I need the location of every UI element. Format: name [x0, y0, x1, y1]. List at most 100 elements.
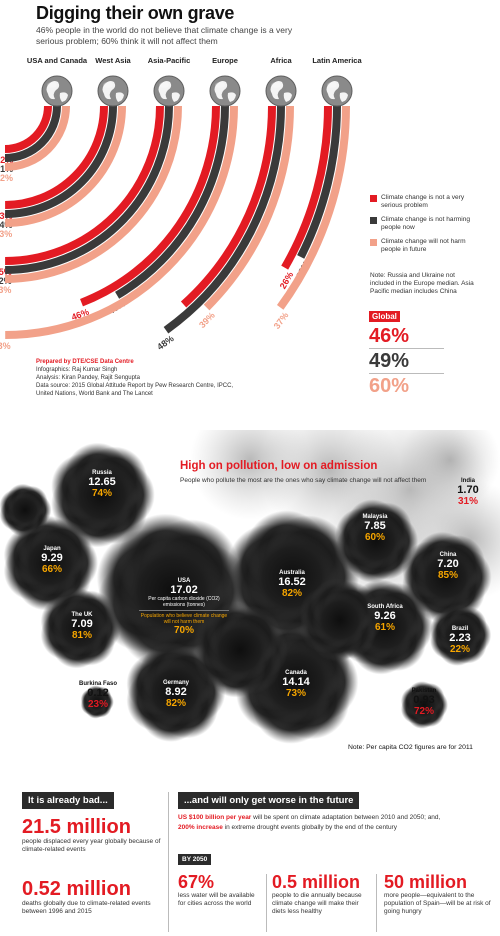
country-name: USA — [177, 578, 191, 584]
smoke-core — [141, 658, 209, 726]
cloud-label-japan: Japan 9.29 66% — [22, 546, 82, 576]
arc-bar — [5, 105, 126, 227]
co2-value: 17.02 — [170, 584, 198, 596]
divider — [376, 874, 377, 932]
legend: Climate change is not a very serious pro… — [370, 194, 480, 260]
continent-shape — [59, 92, 68, 102]
cloud-label-the-uk: The UK 7.09 81% — [52, 612, 112, 642]
arc-value-label: 72% — [0, 173, 13, 183]
credits-line: Data source: 2015 Global Attitude Report… — [36, 383, 234, 397]
pollution-note: Note: Per capita CO2 figures are for 201… — [348, 744, 473, 751]
smoke-core — [348, 513, 404, 569]
legend-swatch-dark — [370, 217, 377, 224]
haze-puff — [190, 430, 310, 520]
globe-icon — [97, 75, 129, 107]
continent-shape — [283, 92, 292, 102]
smoke-core — [52, 600, 108, 656]
region-label: West Asia — [95, 56, 131, 65]
pct-value: 82% — [281, 588, 302, 599]
country-name: The UK — [71, 612, 93, 618]
smoke-core — [85, 690, 109, 714]
arc-bar — [163, 105, 285, 334]
globe-icon — [321, 75, 353, 107]
smoke-clouds — [0, 430, 500, 744]
continent-shape — [171, 92, 180, 102]
global-label: Global — [369, 311, 400, 322]
stat-text: deaths globally due to climate-related e… — [22, 900, 151, 916]
legend-swatch-red — [370, 195, 377, 202]
smoke-core — [439, 614, 481, 656]
smoke-core — [208, 618, 272, 682]
globe-icon — [209, 75, 241, 107]
arc-value-label: 37% — [272, 310, 291, 330]
country-name: India — [460, 478, 475, 484]
pollution-subtitle: People who pollute the most are the ones… — [180, 477, 427, 484]
globe-highlight — [159, 82, 169, 88]
cloud-label-germany: Germany 8.92 82% — [146, 680, 206, 710]
arc-bar — [281, 105, 332, 270]
highlight: 200% increase — [178, 824, 223, 831]
country-name: Brazil — [451, 626, 469, 632]
globe-highlight — [271, 82, 281, 88]
cloud-label-malaysia: Malaysia 7.85 60% — [345, 514, 405, 544]
co2-value: 0.93 — [413, 694, 435, 706]
global-value-not-harm-future: 60% — [369, 375, 410, 397]
legend-item-not-harming-now: Climate change is not harming people now — [370, 216, 480, 232]
arc-bar — [297, 105, 341, 259]
pct-value: 74% — [91, 488, 112, 499]
arc-chart: USA and Canada52%51%72%West Asia63%74%73… — [0, 56, 362, 352]
stat-text: more people—equivalent to the population… — [384, 892, 491, 916]
country-name: Germany — [162, 680, 189, 686]
pollution-title: High on pollution, low on admission — [180, 460, 378, 472]
cloud-label-pakistan: Pakistan 0.93 72% — [394, 688, 454, 718]
cloud-label-russia: Russia 12.65 74% — [72, 470, 132, 500]
stat-value: 21.5 million — [22, 816, 131, 838]
credits: Prepared by DTE/CSE Data Centre Infograp… — [36, 358, 236, 398]
legend-item-not-harm-future: Climate change will not harm people in f… — [370, 238, 480, 254]
pct-value: 70% — [173, 625, 194, 636]
future-line-b: 200% increase in extreme drought events … — [178, 824, 478, 832]
pct-value: 22% — [449, 644, 470, 655]
co2-value: 2.23 — [449, 632, 471, 644]
smoke-core — [7, 492, 43, 528]
stat-water: 67% less water will be available for cit… — [178, 872, 258, 908]
smoke-core — [312, 592, 368, 648]
arc-value-label: 73% — [0, 341, 11, 351]
stat-diet-deaths: 0.5 million people to die annually becau… — [272, 872, 372, 917]
arc-bar — [5, 105, 182, 283]
country-name: Russia — [92, 470, 112, 476]
cloud-label-canada: Canada 14.14 73% — [266, 670, 326, 700]
globe-highlight — [103, 82, 113, 88]
credits-line: Infographics: Raj Kumar Singh — [36, 367, 118, 373]
arc-value-label: 63% — [0, 285, 11, 295]
globe-icon — [265, 75, 297, 107]
country-name: Malaysia — [362, 514, 388, 520]
arc-bar — [4, 105, 61, 162]
arc-bar — [4, 105, 52, 153]
cloud-label-china: China 7.20 85% — [418, 552, 478, 582]
cloud-label-india: India 1.70 31% — [438, 478, 498, 508]
country-name: South Africa — [367, 604, 403, 610]
country-name: Pakistan — [411, 688, 437, 694]
continent-shape — [339, 92, 348, 102]
global-value-not-serious: 46% — [369, 325, 410, 347]
arc-bar — [203, 105, 294, 311]
arc-bar — [5, 105, 238, 339]
region-label: USA and Canada — [27, 56, 88, 65]
credits-head: Prepared by DTE/CSE Data Centre — [36, 359, 134, 365]
pct-value: 31% — [457, 496, 478, 507]
legend-label: Climate change is not harming people now — [381, 216, 471, 231]
arc-value-label: 73% — [0, 229, 12, 239]
pct-value: 81% — [71, 630, 92, 641]
legend-item-not-serious: Climate change is not a very serious pro… — [370, 194, 480, 210]
stat-value: 0.52 million — [22, 878, 131, 900]
country-name: Burkina Faso — [78, 681, 117, 687]
pct-value: 82% — [165, 698, 186, 709]
co2-value: 9.26 — [374, 610, 396, 622]
globe-highlight — [327, 82, 337, 88]
smoke-core — [408, 689, 440, 721]
stat-text: people displaced every year globally bec… — [22, 838, 161, 854]
region-label: Latin America — [312, 56, 362, 65]
pct-value: 85% — [437, 570, 458, 581]
stat-text: less water will be available for cities … — [178, 892, 255, 908]
